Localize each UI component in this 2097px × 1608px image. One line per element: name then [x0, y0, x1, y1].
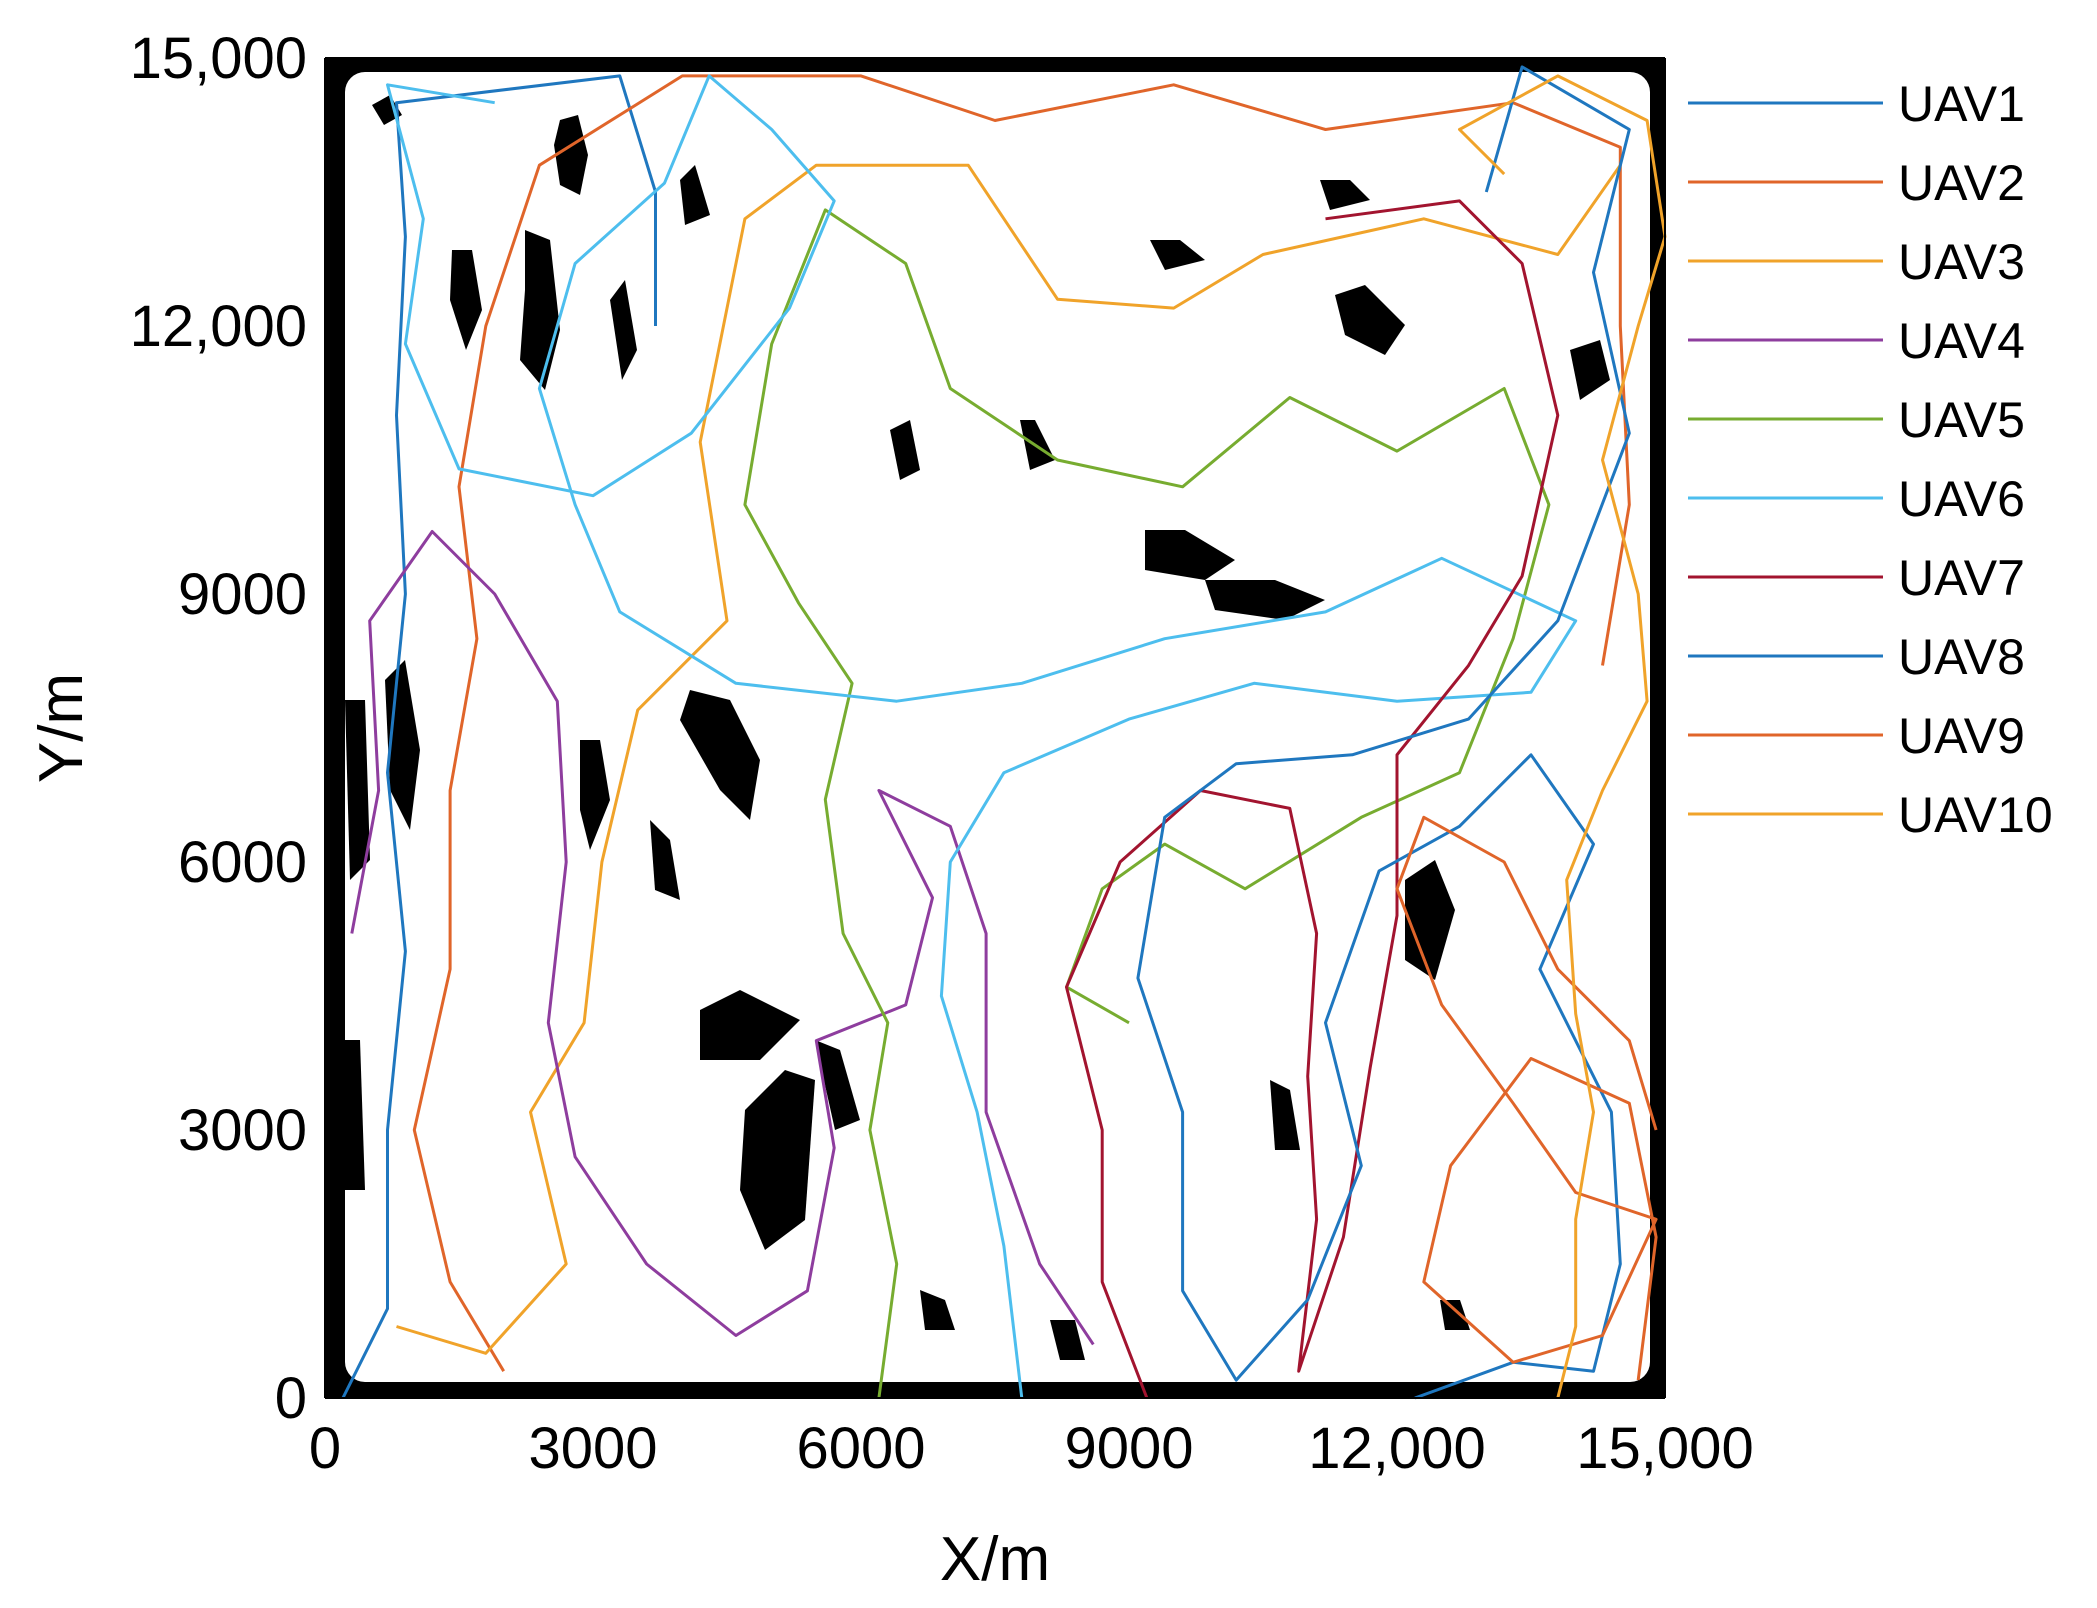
series-line-uav4 — [350, 530, 1095, 1346]
obstacle — [1150, 240, 1205, 270]
x-tick-label: 12,000 — [1308, 1416, 1485, 1481]
y-tick-label: 9000 — [178, 562, 307, 627]
obstacle — [680, 690, 760, 820]
y-tick-label: 12,000 — [130, 294, 307, 359]
series-line-uav6 — [386, 74, 1578, 1399]
obstacle — [1570, 340, 1610, 400]
legend-label-uav1: UAV1 — [1898, 76, 2025, 132]
y-tick-label: 6000 — [178, 830, 307, 895]
x-ticks: 0 3000 6000 9000 12,000 15,000 — [309, 1386, 1754, 1481]
legend-label-uav3: UAV3 — [1898, 234, 2025, 290]
series-line-uav7 — [1065, 199, 1560, 1399]
obstacle — [1320, 180, 1370, 210]
x-tick-label: 0 — [309, 1416, 341, 1481]
series-line-uav3 — [396, 163, 1622, 1355]
legend-label-uav5: UAV5 — [1898, 392, 2025, 448]
obstacle — [1405, 860, 1455, 980]
legend-label-uav10: UAV10 — [1898, 787, 2053, 843]
legend-label-uav6: UAV6 — [1898, 471, 2025, 527]
obstacle — [1335, 285, 1405, 355]
obstacle — [1270, 1080, 1300, 1150]
obstacle — [1145, 530, 1235, 580]
obstacle — [580, 740, 610, 850]
obstacle — [650, 820, 680, 900]
legend-label-uav8: UAV8 — [1898, 629, 2025, 685]
series-line-uav10 — [1458, 74, 1667, 1399]
series-line-uav5 — [743, 208, 1551, 1399]
y-tick-label: 3000 — [178, 1098, 307, 1163]
obstacle — [372, 95, 402, 125]
y-tick-label: 15,000 — [130, 26, 307, 91]
legend-label-uav2: UAV2 — [1898, 155, 2025, 211]
x-axis-title: X/m — [940, 1525, 1050, 1594]
obstacle — [815, 1040, 860, 1130]
obstacle — [450, 250, 482, 350]
y-ticks: 0 3000 6000 9000 12,000 15,000 — [130, 26, 337, 1431]
obstacle — [680, 165, 710, 225]
series-line-uav9 — [1395, 815, 1658, 1381]
obstacle — [920, 1290, 955, 1330]
x-tick-label: 3000 — [528, 1416, 657, 1481]
x-tick-label: 15,000 — [1576, 1416, 1753, 1481]
legend: UAV1 UAV2 UAV3 UAV4 UAV5 UAV6 UAV7 UAV8 UAV9 UAV1… — [1688, 76, 2053, 843]
series-line-uav8 — [1136, 65, 1631, 1400]
series-group — [341, 65, 1667, 1400]
y-axis-title: Y/m — [27, 673, 96, 783]
obstacle — [610, 280, 637, 380]
obstacle — [890, 420, 920, 480]
legend-label-uav7: UAV7 — [1898, 550, 2025, 606]
obstacle — [740, 1070, 815, 1250]
series-line-uav1 — [341, 74, 657, 1399]
free-space — [345, 72, 1650, 1382]
x-tick-label: 9000 — [1064, 1416, 1193, 1481]
y-tick-label: 0 — [275, 1366, 307, 1431]
obstacle — [554, 115, 588, 195]
series-line-uav2 — [412, 74, 1631, 1372]
legend-label-uav4: UAV4 — [1898, 313, 2025, 369]
obstacle — [700, 990, 800, 1060]
obstacle — [345, 700, 370, 880]
legend-label-uav9: UAV9 — [1898, 708, 2025, 764]
obstacle — [1050, 1320, 1085, 1360]
obstacle — [1440, 1300, 1470, 1330]
obstacle — [345, 1040, 365, 1190]
obstacle — [1205, 580, 1325, 620]
x-tick-label: 6000 — [796, 1416, 925, 1481]
